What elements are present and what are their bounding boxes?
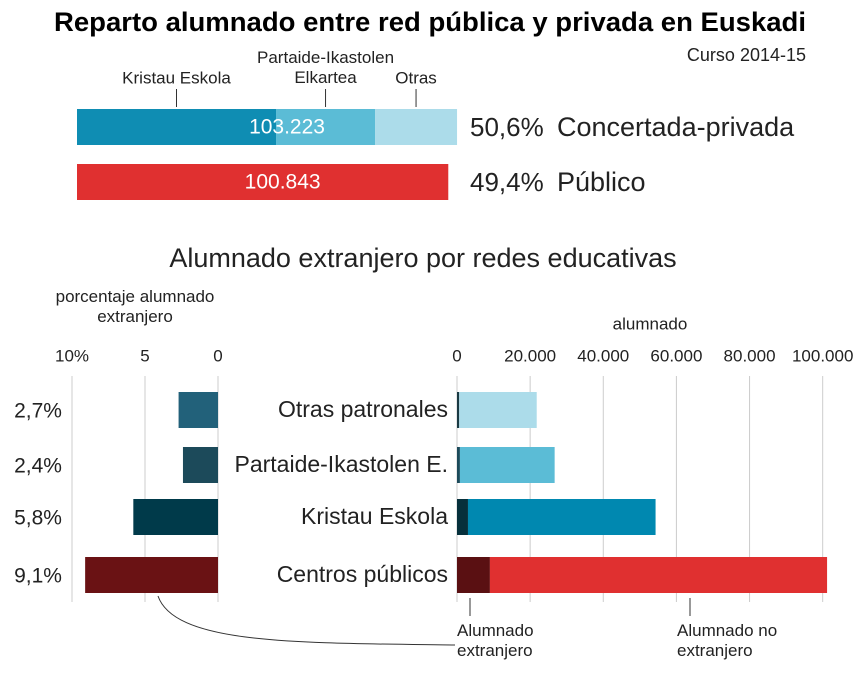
bar: [182, 447, 218, 483]
bar: [178, 392, 218, 428]
value-label: 2,4%: [14, 455, 62, 478]
category-label: Otras patronales: [278, 396, 448, 422]
value-label: 9,1%: [14, 565, 62, 588]
share-label: 50,6%: [470, 112, 544, 142]
title: Reparto alumnado entre red pública y pri…: [54, 7, 806, 37]
value-label: 5,8%: [14, 507, 62, 530]
bar-segment: [457, 499, 468, 535]
x-tick-label: 10%: [55, 346, 89, 365]
category-label: Kristau Eskola: [301, 503, 448, 529]
subtitle: Curso 2014-15: [687, 45, 806, 65]
x-tick-label: 0: [213, 346, 222, 365]
bar: [133, 499, 218, 535]
bar-segment: [77, 109, 277, 145]
bar: [85, 557, 218, 593]
bar-segment: [276, 109, 376, 145]
x-tick-label: 60.000: [650, 346, 702, 365]
axis-label: alumnado: [613, 314, 688, 333]
bar-segment: [77, 164, 449, 200]
axis-label: porcentaje alumnado extranjero: [55, 287, 215, 326]
category-label: Centros públicos: [277, 561, 448, 587]
segment-label: Otras: [395, 68, 437, 87]
segment-label: Partaide-Ikastolen Elkartea: [257, 48, 395, 87]
series-label: Alumnado extranjero: [457, 621, 534, 660]
total-label: 100.843: [245, 171, 321, 194]
bar-segment: [375, 109, 458, 145]
row-label: Público: [557, 167, 646, 197]
series-label: Alumnado no extranjero: [677, 621, 778, 660]
bar-segment: [457, 447, 460, 483]
row-label: Concertada-privada: [557, 112, 795, 142]
bar-segment: [459, 447, 555, 483]
bar-segment: [467, 499, 656, 535]
bar-segment: [457, 392, 460, 428]
bar-segment: [457, 557, 490, 593]
x-tick-label: 80.000: [724, 346, 776, 365]
total-label: 103.223: [249, 116, 325, 139]
section-title: Alumnado extranjero por redes educativas: [169, 243, 676, 273]
x-tick-label: 0: [452, 346, 461, 365]
x-tick-label: 100.000: [792, 346, 853, 365]
value-label: 2,7%: [14, 400, 62, 423]
share-label: 49,4%: [470, 167, 544, 197]
x-tick-label: 20.000: [504, 346, 556, 365]
bar-segment: [489, 557, 828, 593]
x-tick-label: 40.000: [577, 346, 629, 365]
leader-curve: [157, 595, 456, 646]
bar-segment: [459, 392, 537, 428]
x-tick-label: 5: [140, 346, 149, 365]
category-label: Partaide-Ikastolen E.: [234, 451, 448, 477]
segment-label: Kristau Eskola: [122, 68, 231, 87]
